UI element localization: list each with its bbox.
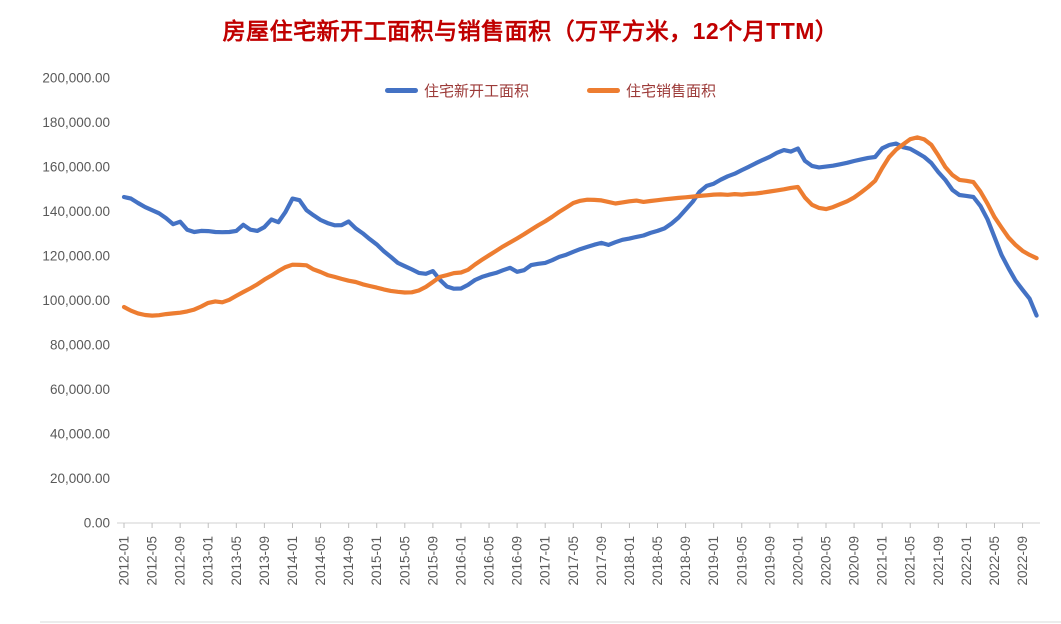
y-axis-label: 0.00 bbox=[84, 516, 110, 531]
x-axis-label: 2021-09 bbox=[931, 536, 946, 586]
x-axis-label: 2018-05 bbox=[650, 536, 665, 586]
y-axis-label: 200,000.00 bbox=[42, 71, 110, 86]
y-axis-label: 60,000.00 bbox=[50, 382, 110, 397]
y-axis-label: 20,000.00 bbox=[50, 471, 110, 486]
x-axis-label: 2012-01 bbox=[117, 536, 132, 586]
legend-label-sales: 住宅销售面积 bbox=[626, 83, 717, 100]
x-axis-label: 2022-05 bbox=[987, 536, 1002, 586]
x-axis-label: 2019-05 bbox=[734, 536, 749, 586]
x-axis-label: 2017-01 bbox=[538, 536, 553, 586]
x-axis-label: 2019-01 bbox=[706, 536, 721, 586]
x-axis-label: 2016-01 bbox=[453, 536, 468, 586]
x-axis-label: 2013-05 bbox=[229, 536, 244, 586]
x-axis-label: 2015-01 bbox=[369, 536, 384, 586]
x-axis-label: 2014-05 bbox=[313, 536, 328, 586]
y-axis-label: 40,000.00 bbox=[50, 427, 110, 442]
chart-legend: 住宅新开工面积 住宅销售面积 bbox=[40, 80, 1061, 101]
y-axis-label: 160,000.00 bbox=[42, 160, 110, 175]
legend-item-sales: 住宅销售面积 bbox=[587, 80, 716, 101]
x-axis-label: 2013-09 bbox=[257, 536, 272, 586]
sales-line-swatch bbox=[587, 88, 620, 93]
x-axis-label: 2022-01 bbox=[959, 536, 974, 586]
x-axis-label: 2014-01 bbox=[285, 536, 300, 586]
chart-title: 房屋住宅新开工面积与销售面积（万平方米，12个月TTM） bbox=[222, 18, 839, 44]
x-axis-label: 2012-09 bbox=[173, 536, 188, 586]
x-axis-label: 2020-01 bbox=[790, 536, 805, 586]
y-axis-label: 120,000.00 bbox=[42, 249, 110, 264]
legend-label-new-starts: 住宅新开工面积 bbox=[423, 83, 529, 100]
x-axis-label: 2014-09 bbox=[341, 536, 356, 586]
x-axis-label: 2017-09 bbox=[594, 536, 609, 586]
x-axis-label: 2016-05 bbox=[482, 536, 497, 586]
x-axis-label: 2020-05 bbox=[819, 536, 834, 586]
sales-line bbox=[121, 135, 1039, 318]
y-axis-label: 140,000.00 bbox=[42, 204, 110, 219]
x-axis-label: 2016-09 bbox=[510, 536, 525, 586]
x-axis-label: 2019-09 bbox=[762, 536, 777, 586]
x-axis-label: 2018-01 bbox=[622, 536, 637, 586]
y-axis-label: 100,000.00 bbox=[42, 293, 110, 308]
x-axis-label: 2013-01 bbox=[201, 536, 216, 586]
x-axis-label: 2012-05 bbox=[145, 536, 160, 586]
x-axis-label: 2015-09 bbox=[425, 536, 440, 586]
x-axis-label: 2020-09 bbox=[847, 536, 862, 586]
legend-item-new-starts: 住宅新开工面积 bbox=[384, 80, 529, 101]
y-axis-label: 180,000.00 bbox=[42, 115, 110, 130]
y-axis-label: 80,000.00 bbox=[50, 338, 110, 353]
x-axis-label: 2017-05 bbox=[566, 536, 581, 586]
x-axis-label: 2021-01 bbox=[875, 536, 890, 586]
new-starts-line-swatch bbox=[384, 88, 418, 93]
new-starts-line bbox=[121, 141, 1039, 318]
x-axis-label: 2022-09 bbox=[1015, 536, 1030, 586]
x-axis-label: 2015-05 bbox=[397, 536, 412, 586]
x-axis-label: 2018-09 bbox=[678, 536, 693, 586]
x-axis-label: 2021-05 bbox=[903, 536, 918, 586]
